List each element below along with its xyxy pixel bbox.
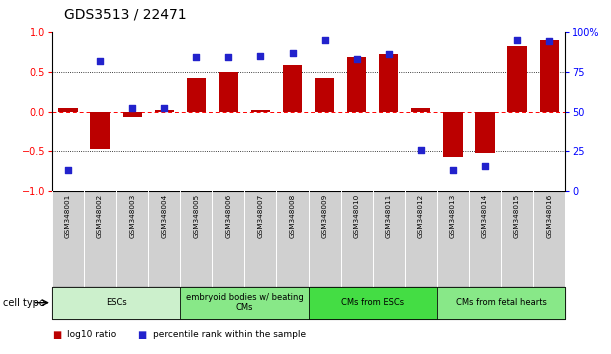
- Point: [416, 147, 426, 153]
- Point: [127, 105, 137, 111]
- Text: ■: ■: [137, 330, 147, 339]
- Bar: [219, 73, 238, 112]
- Text: GSM348016: GSM348016: [546, 194, 552, 238]
- Bar: [155, 110, 174, 112]
- Bar: [251, 110, 270, 112]
- Text: GSM348011: GSM348011: [386, 194, 392, 238]
- Point: [320, 37, 329, 42]
- Text: GSM348004: GSM348004: [161, 194, 167, 238]
- FancyBboxPatch shape: [52, 287, 180, 319]
- FancyBboxPatch shape: [309, 287, 437, 319]
- Point: [95, 58, 105, 63]
- Text: GSM348012: GSM348012: [418, 194, 424, 238]
- Text: GDS3513 / 22471: GDS3513 / 22471: [64, 7, 187, 21]
- Bar: [122, 112, 142, 117]
- Bar: [315, 78, 334, 112]
- Point: [288, 50, 298, 56]
- Point: [544, 39, 554, 44]
- Bar: [187, 78, 206, 112]
- Bar: [59, 108, 78, 112]
- Point: [224, 55, 233, 60]
- Text: GSM348007: GSM348007: [257, 194, 263, 238]
- Bar: [507, 46, 527, 112]
- Point: [159, 105, 169, 111]
- Text: ESCs: ESCs: [106, 298, 126, 307]
- Text: GSM348013: GSM348013: [450, 194, 456, 238]
- Point: [63, 167, 73, 173]
- Text: log10 ratio: log10 ratio: [67, 330, 117, 339]
- Text: GSM348003: GSM348003: [129, 194, 135, 238]
- Text: GSM348005: GSM348005: [193, 194, 199, 238]
- Bar: [347, 57, 367, 112]
- Text: GSM348015: GSM348015: [514, 194, 520, 238]
- Bar: [411, 108, 430, 112]
- Text: GSM348014: GSM348014: [482, 194, 488, 238]
- FancyBboxPatch shape: [180, 287, 309, 319]
- Point: [448, 167, 458, 173]
- Text: embryoid bodies w/ beating
CMs: embryoid bodies w/ beating CMs: [186, 293, 303, 312]
- Point: [512, 37, 522, 42]
- Text: percentile rank within the sample: percentile rank within the sample: [153, 330, 306, 339]
- Bar: [443, 112, 463, 157]
- Point: [480, 163, 490, 169]
- Text: GSM348008: GSM348008: [290, 194, 296, 238]
- Point: [191, 55, 201, 60]
- Text: CMs from fetal hearts: CMs from fetal hearts: [456, 298, 546, 307]
- Point: [352, 56, 362, 62]
- Bar: [540, 40, 558, 112]
- Bar: [379, 54, 398, 112]
- Text: GSM348001: GSM348001: [65, 194, 71, 238]
- Text: GSM348006: GSM348006: [225, 194, 232, 238]
- Bar: [283, 65, 302, 112]
- Point: [255, 53, 265, 58]
- Text: GSM348009: GSM348009: [321, 194, 327, 238]
- Text: cell type: cell type: [3, 298, 45, 308]
- Text: GSM348002: GSM348002: [97, 194, 103, 238]
- Text: CMs from ESCs: CMs from ESCs: [341, 298, 404, 307]
- FancyBboxPatch shape: [437, 287, 565, 319]
- Text: GSM348010: GSM348010: [354, 194, 360, 238]
- Point: [384, 51, 393, 57]
- Bar: [90, 112, 110, 149]
- Text: ■: ■: [52, 330, 61, 339]
- Bar: [475, 112, 495, 153]
